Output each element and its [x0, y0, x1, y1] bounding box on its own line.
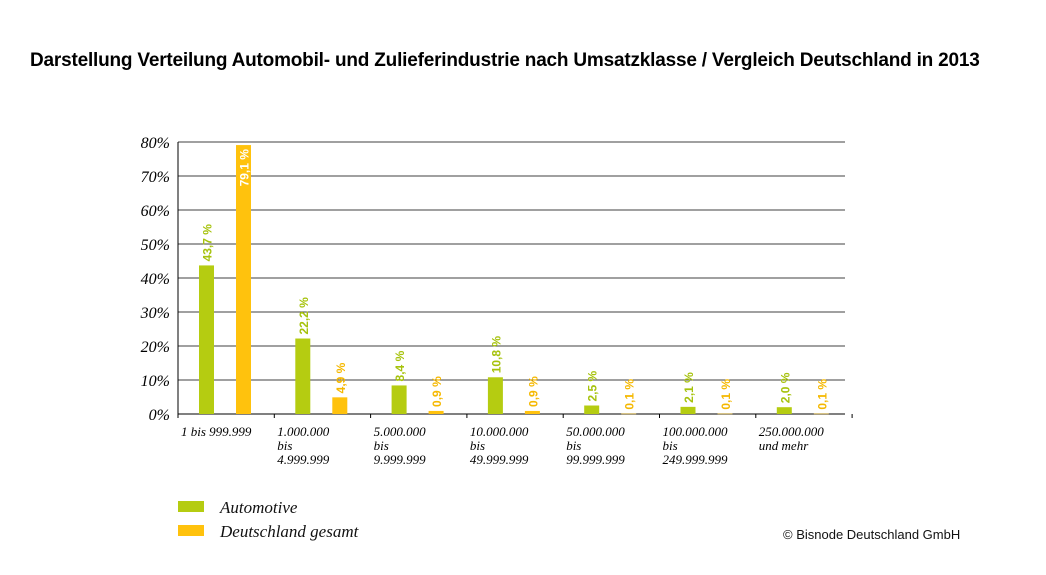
x-tick-label: 249.999.999 [663, 452, 729, 467]
x-tick-label: bis [470, 438, 485, 453]
bar-automotive [295, 338, 311, 414]
bar-automotive [680, 406, 696, 414]
y-tick-label: 60% [141, 203, 170, 220]
x-tick-label: 1 bis 999.999 [181, 424, 252, 439]
legend-item-automotive: Automotive [178, 498, 297, 518]
y-tick-label: 10% [141, 373, 170, 390]
bar-automotive [391, 385, 407, 414]
data-label: 0,9 % [430, 376, 444, 407]
x-tick-label: 5.000.000 [374, 424, 427, 439]
bar-deutschland [717, 413, 733, 415]
y-tick-label: 80% [141, 135, 170, 152]
legend-swatch-deutschland [178, 525, 204, 536]
x-tick-label: bis [277, 438, 292, 453]
data-label: 10,8 % [489, 336, 503, 374]
data-label: 0,1 % [815, 379, 829, 410]
bar-deutschland [332, 397, 348, 414]
x-tick-label: 250.000.000 [759, 424, 825, 439]
x-tick-label: 50.000.000 [566, 424, 625, 439]
y-tick-label: 30% [140, 305, 170, 322]
bar-deutschland [524, 410, 540, 414]
data-label: 0,1 % [719, 379, 733, 410]
x-tick-label: bis [663, 438, 678, 453]
y-tick-label: 0% [149, 407, 170, 424]
x-tick-label: und mehr [759, 438, 809, 453]
x-tick-label: bis [374, 438, 389, 453]
data-label: 0,1 % [623, 379, 637, 410]
bar-deutschland [236, 145, 251, 414]
legend-swatch-automotive [178, 501, 204, 512]
x-tick-label: 4.999.999 [277, 452, 330, 467]
y-tick-label: 20% [141, 339, 170, 356]
data-label: 4,9 % [334, 362, 348, 393]
bar-deutschland [621, 413, 637, 415]
bar-deutschland [428, 410, 444, 414]
bar-automotive [487, 377, 503, 414]
data-label: 22,2 % [297, 297, 311, 335]
data-label: 43,7 % [201, 224, 215, 262]
y-tick-label: 50% [141, 237, 170, 254]
y-tick-label: 40% [141, 271, 170, 288]
data-label: 2,1 % [682, 372, 696, 403]
x-tick-label: 49.999.999 [470, 452, 529, 467]
x-tick-label: 1.000.000 [277, 424, 330, 439]
legend-item-deutschland: Deutschland gesamt [178, 522, 358, 542]
data-label: 0,9 % [526, 376, 540, 407]
x-tick-label: 99.999.999 [566, 452, 625, 467]
legend-label-deutschland: Deutschland gesamt [220, 522, 359, 541]
legend-label-automotive: Automotive [220, 498, 298, 517]
chart-title: Darstellung Verteilung Automobil- und Zu… [30, 50, 980, 71]
data-label: 79,1 % [238, 149, 252, 187]
bar-automotive [584, 405, 600, 414]
data-label: 2,0 % [778, 372, 792, 403]
x-tick-label: 10.000.000 [470, 424, 529, 439]
x-tick-label: 100.000.000 [663, 424, 729, 439]
x-tick-label: bis [566, 438, 581, 453]
bar-automotive [776, 407, 792, 414]
copyright-text: © Bisnode Deutschland GmbH [783, 527, 961, 542]
bar-automotive [199, 265, 214, 414]
data-label: 8,4 % [393, 350, 407, 381]
y-tick-label: 70% [141, 169, 170, 186]
x-tick-label: 9.999.999 [374, 452, 427, 467]
bar-deutschland [813, 413, 829, 415]
data-label: 2,5 % [586, 370, 600, 401]
